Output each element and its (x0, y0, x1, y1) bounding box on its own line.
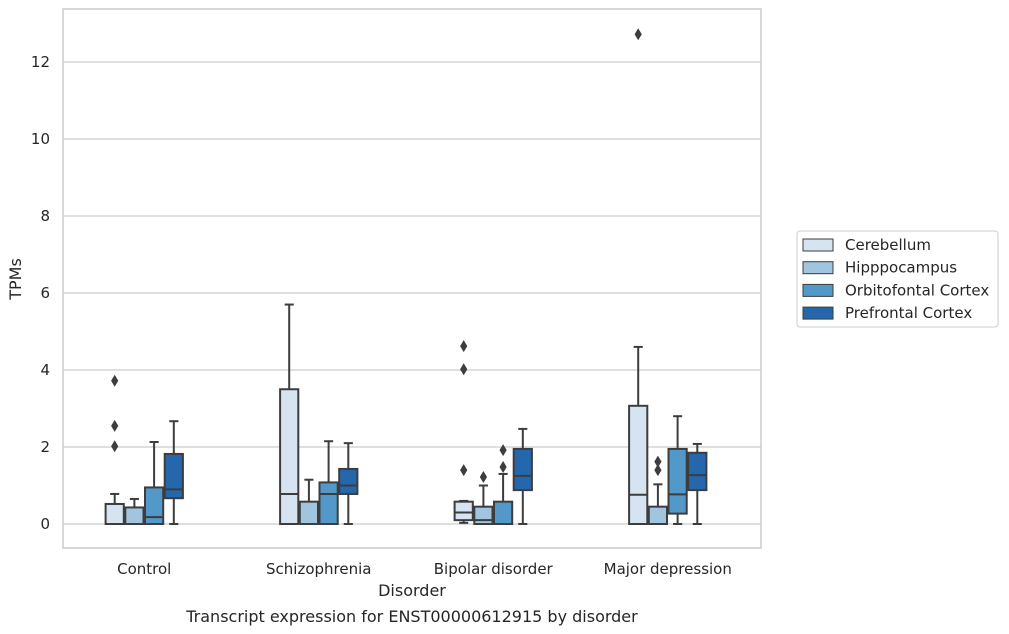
box-2-3 (667, 415, 688, 525)
box-iqr (298, 500, 319, 526)
outlier-point (460, 340, 468, 353)
box-3-0 (163, 420, 184, 525)
box-0-0 (104, 374, 125, 526)
outlier-point (654, 464, 662, 477)
box-iqr (453, 500, 474, 522)
legend-frame (796, 230, 999, 328)
y-tick-label: 4 (40, 361, 50, 379)
box-2-2 (493, 444, 514, 526)
box-iqr (687, 451, 708, 492)
box-iqr (647, 505, 668, 525)
legend-swatch (802, 261, 834, 275)
y-tick-label: 10 (31, 130, 50, 148)
plot-frame (62, 8, 762, 549)
y-axis-label: TPMs (6, 258, 25, 301)
box-3-2 (512, 427, 533, 525)
x-tick-label: Major depression (604, 560, 732, 578)
box-iqr (144, 486, 165, 525)
outlier-point (111, 374, 119, 387)
box-0-3 (628, 28, 649, 525)
box-iqr (318, 481, 339, 526)
y-tick-label: 6 (40, 284, 50, 302)
box-iqr (279, 388, 300, 525)
outlier-point (499, 461, 507, 474)
box-iqr (473, 505, 494, 525)
box-iqr (124, 506, 145, 526)
legend-label: Cerebellum (845, 236, 931, 254)
legend-label: Hipppocampus (845, 259, 957, 277)
box-1-0 (124, 497, 145, 526)
box-iqr (512, 447, 533, 492)
legend-label: Prefrontal Cortex (845, 304, 972, 322)
box-3-3 (687, 442, 708, 525)
box-iqr (104, 502, 125, 526)
grid-lines (63, 61, 761, 525)
outlier-point (460, 363, 468, 376)
outlier-point (634, 28, 642, 41)
outlier-point (111, 440, 119, 453)
box-iqr (667, 447, 688, 515)
box-iqr (493, 500, 514, 526)
x-tick-label: Bipolar disorder (434, 560, 554, 578)
y-tick-labels: 0 2 4 6 8 10 12 (31, 53, 50, 533)
x-tick-label: Control (117, 560, 171, 578)
outlier-point (499, 444, 507, 457)
chart-caption: Transcript expression for ENST0000061291… (185, 607, 638, 626)
y-tick-label: 12 (31, 53, 50, 71)
legend-label: Orbitofontal Cortex (845, 281, 989, 299)
outlier-point (460, 464, 468, 477)
box-0-1 (279, 303, 300, 525)
box-3-1 (338, 442, 359, 525)
outlier-point (111, 419, 119, 432)
y-tick-label: 8 (40, 207, 50, 225)
boxes (104, 28, 708, 526)
box-iqr (163, 452, 184, 500)
box-0-2 (453, 340, 474, 524)
box-2-0 (144, 440, 165, 525)
x-axis-label: Disorder (378, 581, 446, 600)
y-tick-label: 2 (40, 438, 50, 456)
legend-swatch (802, 238, 834, 252)
x-tick-labels: Control Schizophrenia Bipolar disorder Majo… (117, 560, 732, 578)
box-2-1 (318, 440, 339, 526)
box-1-3 (647, 455, 668, 525)
box-iqr (338, 467, 359, 495)
legend: Cerebellum Hipppocampus Orbitofontal Corte… (796, 230, 999, 328)
box-iqr (628, 404, 649, 525)
x-tick-label: Schizophrenia (266, 560, 371, 578)
legend-swatch (802, 283, 834, 297)
y-tick-label: 0 (40, 515, 50, 533)
box-1-2 (473, 471, 494, 525)
legend-swatch (802, 306, 834, 320)
box-1-1 (298, 478, 319, 526)
outlier-point (654, 455, 662, 468)
outlier-point (479, 471, 487, 484)
